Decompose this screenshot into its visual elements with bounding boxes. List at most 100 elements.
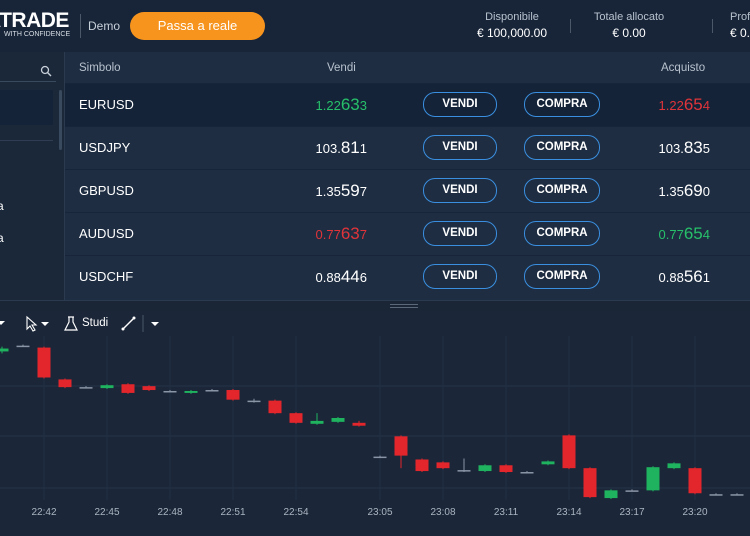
price: 0.88561 bbox=[658, 267, 710, 286]
quote-row[interactable]: USDJPY 103.811 VENDI COMPRA 103.835 bbox=[65, 126, 750, 170]
candle-body bbox=[352, 422, 366, 426]
quote-row[interactable]: EURUSD 1.22633 VENDI COMPRA 1.22654 bbox=[65, 83, 750, 127]
logo: ATRADE bbox=[0, 9, 69, 32]
quotes-table: Simbolo Vendi Acquisto EURUSD 1.22633 VEND… bbox=[65, 52, 750, 300]
candle-body bbox=[163, 390, 177, 393]
candle-body bbox=[415, 459, 429, 472]
grip bbox=[390, 304, 418, 305]
sell-button[interactable]: VENDI bbox=[423, 135, 497, 160]
candle-body bbox=[331, 418, 345, 422]
header: ATRADE WITH CONFIDENCE Demo Passa a real… bbox=[0, 0, 750, 52]
candle-body bbox=[562, 435, 576, 469]
search-icon bbox=[40, 65, 52, 77]
mode-label: Demo bbox=[88, 19, 121, 33]
symbol: GBPUSD bbox=[79, 183, 134, 198]
candle-body bbox=[79, 387, 93, 389]
stat-value: € 0.00 bbox=[612, 26, 646, 40]
chart-toolbar: Studi bbox=[0, 311, 750, 336]
candle-body bbox=[541, 461, 555, 465]
candle-body bbox=[100, 385, 114, 389]
separator bbox=[712, 19, 713, 33]
candle-body bbox=[16, 345, 30, 348]
x-tick-label: 23:08 bbox=[430, 507, 455, 518]
candle-body bbox=[604, 490, 618, 499]
list-fragment: a bbox=[0, 199, 4, 213]
x-tick-label: 22:51 bbox=[220, 507, 245, 518]
separator bbox=[80, 14, 81, 38]
candle-body bbox=[121, 384, 135, 393]
grid bbox=[0, 385, 750, 489]
studies-button[interactable]: Studi bbox=[82, 317, 109, 329]
x-tick-label: 23:20 bbox=[682, 507, 707, 518]
candle-body bbox=[709, 494, 723, 496]
separator bbox=[570, 19, 571, 33]
candle-body bbox=[289, 413, 303, 423]
price: 1.35690 bbox=[658, 181, 710, 200]
sidebar: a a bbox=[0, 52, 65, 300]
symbol: USDJPY bbox=[79, 140, 131, 155]
symbol: AUDUSD bbox=[79, 226, 134, 241]
candle-body bbox=[142, 386, 156, 391]
selected-item[interactable] bbox=[0, 90, 53, 125]
candle-body bbox=[268, 400, 282, 414]
candle-body bbox=[625, 490, 639, 492]
buy-button[interactable]: COMPRA bbox=[524, 221, 600, 246]
quote-row[interactable]: GBPUSD 1.35597 VENDI COMPRA 1.35690 bbox=[65, 169, 750, 213]
sell-button[interactable]: VENDI bbox=[423, 178, 497, 203]
sell-button[interactable]: VENDI bbox=[423, 221, 497, 246]
price: 103.811 bbox=[315, 138, 367, 157]
candle-body bbox=[457, 470, 471, 472]
stat: Profi € 0. bbox=[730, 11, 750, 40]
symbol: EURUSD bbox=[79, 97, 134, 112]
column-header: Vendi bbox=[327, 62, 356, 74]
list-fragment: a bbox=[0, 231, 4, 245]
tagline: WITH CONFIDENCE bbox=[4, 31, 71, 38]
candle-body bbox=[0, 348, 9, 352]
go-live-button[interactable]: Passa a reale bbox=[130, 12, 265, 40]
candle-body bbox=[667, 463, 681, 469]
stat-label: Profi bbox=[730, 11, 750, 23]
symbol: USDCHF bbox=[79, 269, 134, 284]
candle-body bbox=[394, 436, 408, 456]
search-box[interactable] bbox=[0, 55, 56, 82]
quote-row[interactable]: AUDUSD 0.77637 VENDI COMPRA 0.77654 bbox=[65, 212, 750, 256]
candlestick-chart: 22:42 22:45 22:48 22:51 22:54 23:05 23:08 23:11… bbox=[0, 336, 750, 536]
candle-body bbox=[310, 420, 324, 424]
candle-body bbox=[247, 400, 261, 403]
stat-value: € 100,000.00 bbox=[476, 26, 548, 40]
quote-row[interactable]: USDCHF 0.88446 VENDI COMPRA 0.88561 bbox=[65, 255, 750, 299]
candle-body bbox=[436, 462, 450, 469]
x-tick-label: 22:45 bbox=[94, 507, 119, 518]
price: 0.77637 bbox=[315, 224, 367, 243]
scrollbar bbox=[59, 90, 62, 150]
buy-button[interactable]: COMPRA bbox=[524, 264, 600, 289]
price: 1.22654 bbox=[658, 95, 710, 114]
x-tick-label: 23:11 bbox=[494, 507, 519, 518]
resize-handle[interactable] bbox=[0, 300, 750, 311]
stat-label: Totale allocato bbox=[593, 11, 665, 23]
grip bbox=[390, 307, 418, 308]
column-header: Acquisto bbox=[661, 62, 706, 74]
column-header: Simbolo bbox=[79, 62, 121, 74]
price: 0.77654 bbox=[658, 224, 710, 243]
x-tick-label: 22:48 bbox=[157, 507, 182, 518]
buy-button[interactable]: COMPRA bbox=[524, 135, 600, 160]
sell-button[interactable]: VENDI bbox=[423, 264, 497, 289]
candle-body bbox=[226, 390, 240, 400]
x-tick-label: 22:54 bbox=[283, 507, 308, 518]
sell-button[interactable]: VENDI bbox=[423, 92, 497, 117]
buy-button[interactable]: COMPRA bbox=[524, 92, 600, 117]
candle-body bbox=[373, 456, 387, 459]
candle-body bbox=[205, 390, 219, 392]
x-tick-label: 22:42 bbox=[31, 507, 56, 518]
buy-button[interactable]: COMPRA bbox=[524, 178, 600, 203]
candle-body bbox=[499, 465, 513, 473]
price: 0.88446 bbox=[315, 267, 367, 286]
x-tick-label: 23:14 bbox=[556, 507, 581, 518]
candle-body bbox=[58, 379, 72, 388]
candle-body bbox=[688, 468, 702, 494]
price: 1.22633 bbox=[315, 95, 367, 114]
x-tick-label: 23:05 bbox=[367, 507, 392, 518]
candle-body bbox=[730, 494, 744, 496]
